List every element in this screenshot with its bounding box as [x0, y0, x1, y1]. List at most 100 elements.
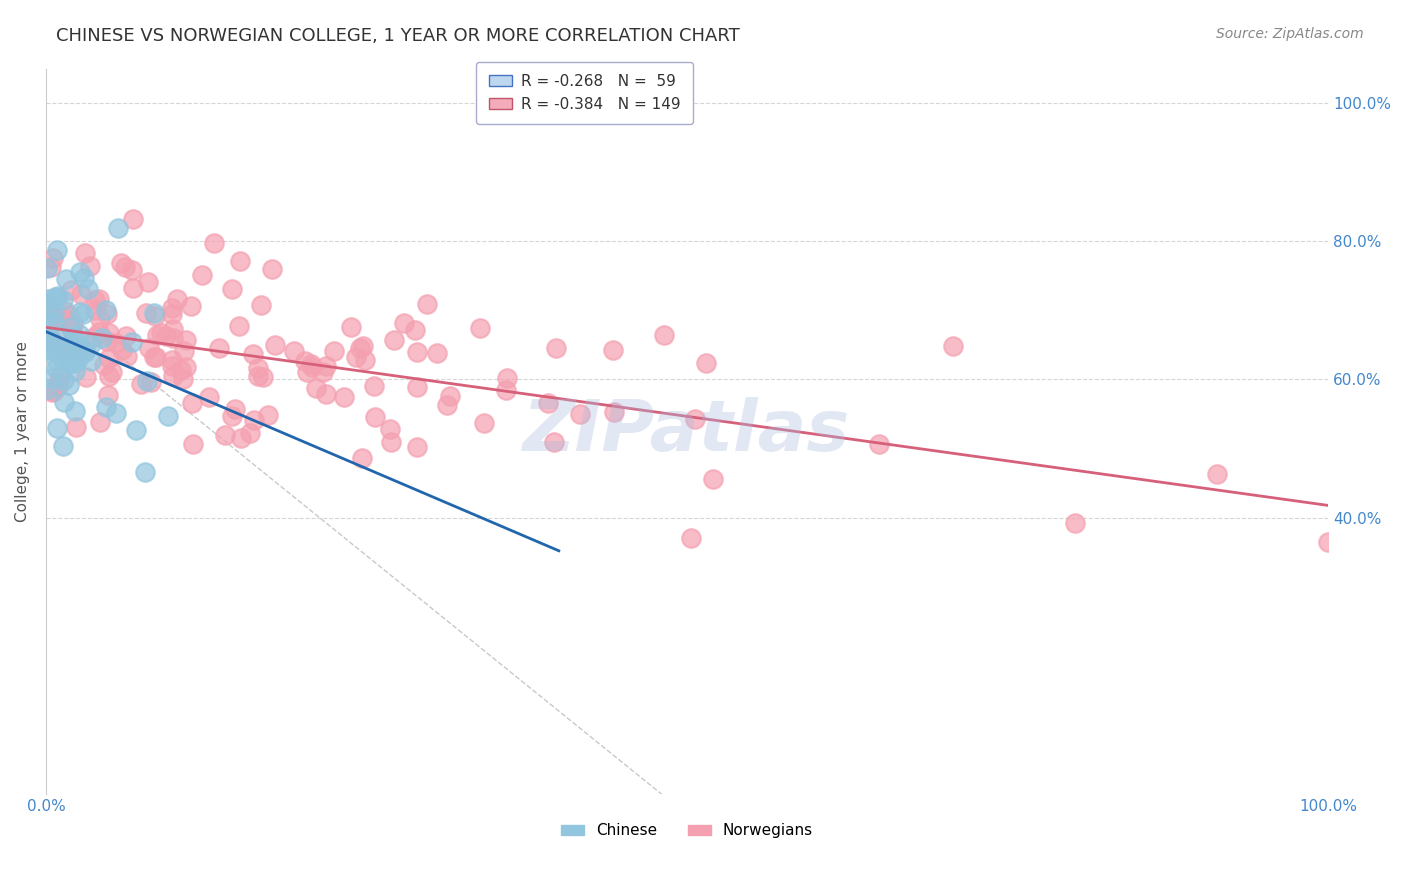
Point [495, 383, 517, 397]
Point [42, 252, 65, 266]
Point [323, 343, 346, 358]
Point [295, 365, 318, 379]
Point [197, 390, 219, 404]
Point [349, 341, 371, 355]
Point [1064, 516, 1087, 530]
Point [170, 363, 193, 377]
Point [67, 344, 90, 359]
Point [45, 361, 67, 376]
Point [221, 282, 243, 296]
Point [89, 415, 111, 429]
Text: Source: ZipAtlas.com: Source: ZipAtlas.com [1216, 27, 1364, 41]
Point [114, 260, 136, 275]
Point [79, 259, 101, 273]
Text: ZIPatlas: ZIPatlas [523, 397, 851, 466]
Point [143, 309, 166, 323]
Point [60, 283, 83, 297]
Point [139, 375, 162, 389]
Point [380, 422, 402, 436]
Point [58, 344, 80, 359]
Point [603, 405, 626, 419]
Point [247, 361, 270, 376]
Point [340, 319, 363, 334]
Point [382, 333, 405, 347]
Point [42, 307, 65, 321]
Point [315, 387, 337, 401]
Point [44, 384, 66, 398]
Point [134, 465, 156, 479]
Point [67, 326, 90, 341]
Point [294, 354, 316, 368]
Point [44, 290, 66, 304]
Point [406, 380, 429, 394]
Point [221, 409, 243, 423]
Point [84, 293, 107, 307]
Point [73, 245, 96, 260]
Point [155, 328, 177, 343]
Point [352, 451, 374, 466]
Point [406, 440, 429, 454]
Point [63, 404, 86, 418]
Point [406, 345, 429, 359]
Point [474, 416, 496, 430]
Point [52, 353, 75, 368]
Point [333, 390, 356, 404]
Point [107, 220, 129, 235]
Point [121, 334, 143, 349]
Point [868, 437, 890, 451]
Point [392, 316, 415, 330]
Point [262, 261, 284, 276]
Point [156, 409, 179, 423]
Point [172, 372, 194, 386]
Point [299, 357, 322, 371]
Point [63, 338, 86, 352]
Point [135, 306, 157, 320]
Point [70, 287, 93, 301]
Point [105, 406, 128, 420]
Point [41, 385, 63, 400]
Point [363, 409, 385, 424]
Point [602, 343, 624, 357]
Point [174, 333, 197, 347]
Point [283, 344, 305, 359]
Point [63, 364, 86, 378]
Text: CHINESE VS NORWEGIAN COLLEGE, 1 YEAR OR MORE CORRELATION CHART: CHINESE VS NORWEGIAN COLLEGE, 1 YEAR OR … [56, 27, 740, 45]
Point [138, 275, 160, 289]
Point [114, 328, 136, 343]
Point [436, 398, 458, 412]
Point [59, 320, 82, 334]
Point [111, 343, 134, 357]
Point [63, 330, 86, 344]
Point [42, 344, 65, 359]
Point [83, 303, 105, 318]
Point [143, 350, 166, 364]
Point [96, 307, 118, 321]
Point [45, 352, 67, 367]
Point [363, 379, 385, 393]
Point [125, 423, 148, 437]
Point [62, 318, 84, 332]
Point [52, 312, 75, 326]
Point [42, 334, 65, 348]
Point [38, 329, 60, 343]
Point [135, 374, 157, 388]
Point [162, 307, 184, 321]
Point [49, 369, 72, 384]
Legend: Chinese, Norwegians: Chinese, Norwegians [555, 817, 820, 845]
Point [160, 352, 183, 367]
Point [207, 342, 229, 356]
Point [80, 337, 103, 351]
Point [96, 334, 118, 349]
Point [122, 212, 145, 227]
Point [162, 330, 184, 344]
Point [39, 336, 62, 351]
Point [46, 376, 69, 391]
Point [181, 436, 204, 450]
Point [98, 326, 121, 341]
Point [166, 292, 188, 306]
Point [93, 358, 115, 372]
Point [65, 419, 87, 434]
Point [1317, 535, 1340, 549]
Point [63, 356, 86, 370]
Point [83, 330, 105, 344]
